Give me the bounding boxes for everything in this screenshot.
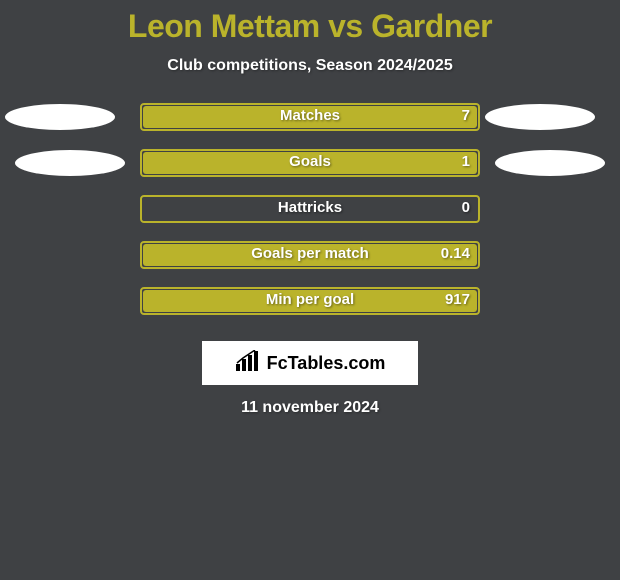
stat-value-right: 917	[445, 291, 470, 308]
footer-date: 11 november 2024	[0, 399, 620, 417]
player-right-slot	[495, 150, 605, 176]
stat-value-right: 0	[462, 199, 470, 216]
stat-label: Goals per match	[0, 245, 620, 262]
bars-icon	[235, 350, 261, 377]
stats-area: Matches7Goals1Hattricks0Goals per match0…	[0, 103, 620, 333]
player-left-slot	[5, 104, 115, 130]
comparison-infographic: Leon Mettam vs Gardner Club competitions…	[0, 0, 620, 580]
stat-row: Hattricks0	[0, 195, 620, 241]
brand-badge[interactable]: FcTables.com	[202, 341, 418, 385]
stat-value-right: 1	[462, 153, 470, 170]
stat-label: Min per goal	[0, 291, 620, 308]
stat-value-right: 0.14	[441, 245, 470, 262]
page-subtitle: Club competitions, Season 2024/2025	[0, 57, 620, 75]
stat-row: Min per goal917	[0, 287, 620, 333]
stat-row: Goals per match0.14	[0, 241, 620, 287]
stat-value-right: 7	[462, 107, 470, 124]
page-title: Leon Mettam vs Gardner	[0, 0, 620, 45]
stat-label: Hattricks	[0, 199, 620, 216]
player-right-slot	[485, 104, 595, 130]
brand-text: FcTables.com	[267, 353, 386, 374]
player-left-slot	[15, 150, 125, 176]
